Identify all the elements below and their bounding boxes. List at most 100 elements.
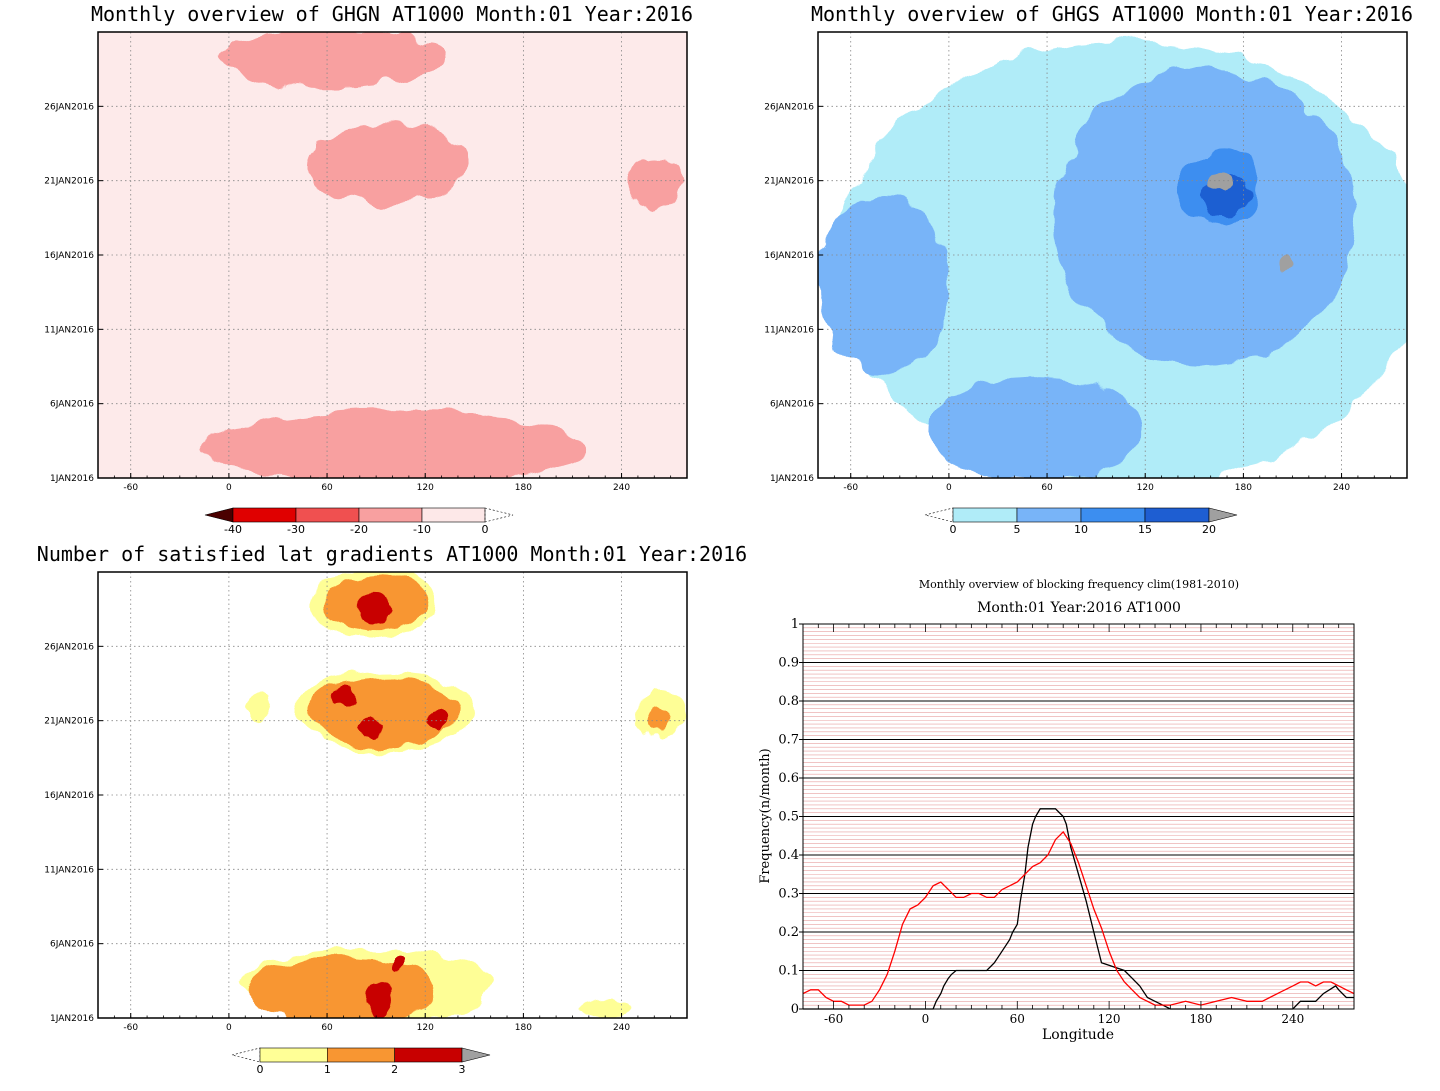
lat-gradients-colorbar-box-2 — [394, 1047, 463, 1063]
ghgs-xtick-label-4: 180 — [1235, 483, 1252, 493]
blocking-xtick-label-2: 60 — [1010, 1012, 1025, 1026]
ghgn-colorbar-low-triangle — [204, 507, 234, 523]
ghgs-xtick-label-1: 0 — [946, 483, 952, 493]
lat-gradients-ytick-label-4: 21JAN2016 — [44, 717, 94, 727]
lat-gradients-colorbar: 0 1 2 3 — [231, 1047, 491, 1076]
lat-gradients-contour-level-3-2 — [355, 592, 392, 623]
ghgs-ytick-label-5: 26JAN2016 — [764, 102, 814, 112]
blocking-ytick-label-7: 0.7 — [778, 733, 799, 748]
ghgn-colorbar-high-triangle — [484, 507, 514, 523]
lat-gradients-xtick-label-2: 60 — [321, 1023, 333, 1033]
ghgs-contours — [818, 39, 1407, 478]
ghgn-colorbar-box-2 — [358, 507, 423, 523]
ghgn-ytick-label-1: 6JAN2016 — [50, 400, 94, 410]
ghgn-xtick-label-0: -60 — [123, 483, 138, 493]
lat-gradients-contour-level-2-12 — [247, 956, 436, 1018]
ghgn-ytick-label-5: 26JAN2016 — [44, 102, 94, 112]
ghgn-xtick-label-1: 0 — [226, 483, 232, 493]
blocking-xtick-label-5: 240 — [1281, 1012, 1304, 1026]
blocking-ytick-label-5: 0.5 — [778, 810, 799, 825]
lat-gradients-ytick-label-2: 11JAN2016 — [44, 865, 94, 875]
lat-gradients-contour-level-3-13 — [366, 981, 393, 1018]
lat-gradients-ytick-label-3: 16JAN2016 — [44, 791, 94, 801]
ghgn-colorbar-box-0 — [232, 507, 297, 523]
ghgn-colorbar-label-1: -30 — [287, 523, 305, 536]
ghgn-colorbar-label-4: 0 — [482, 523, 489, 536]
ghgs-xtick-label-5: 240 — [1333, 483, 1350, 493]
ghgn-ytick-label-2: 11JAN2016 — [44, 325, 94, 335]
lat-gradients-contour-level-1-8 — [248, 690, 270, 721]
lat-gradients-xtick-label-0: -60 — [123, 1023, 138, 1033]
ghgn-colorbar-label-3: -10 — [413, 523, 431, 536]
ghgs-contour-level-5-2 — [928, 377, 1142, 478]
ghgn-contour-level-neg10-2 — [304, 123, 466, 205]
ghgn-contour-level-neg10-1 — [217, 32, 442, 88]
lat-gradients-panel: Number of satisfied lat gradients AT1000… — [37, 542, 747, 1076]
ghgn-colorbar-label-0: -40 — [224, 523, 242, 536]
ghgn-ytick-label-0: 1JAN2016 — [50, 474, 94, 484]
ghgs-ytick-label-2: 11JAN2016 — [764, 325, 814, 335]
lat-gradients-xtick-label-5: 240 — [613, 1023, 630, 1033]
ghgs-xtick-label-3: 120 — [1137, 483, 1154, 493]
lat-gradients-contours — [242, 572, 687, 1018]
lat-gradients-axes: -60 0 60 120 180 240 1JAN2016 6JAN2016 11JAN2016… — [44, 642, 688, 1033]
lat-gradients-title: Number of satisfied lat gradients AT1000… — [37, 542, 747, 566]
ghgs-colorbar-box-0 — [952, 507, 1018, 523]
blocking-ylabel: Frequency(n/month) — [758, 748, 773, 883]
blocking-series-line-red — [802, 830, 1355, 1006]
lat-gradients-colorbar-label-0: 0 — [257, 1063, 264, 1076]
ghgn-colorbar: -40 -30 -20 -10 0 — [204, 507, 514, 536]
ghgs-colorbar: 0 5 10 15 20 — [924, 507, 1238, 536]
blocking-xtick-label-1: 0 — [922, 1012, 930, 1026]
lat-gradients-contour-level-3-6 — [360, 717, 382, 739]
lat-gradients-xtick-label-3: 120 — [417, 1023, 434, 1033]
blocking-ytick-label-0: 0 — [791, 1002, 799, 1017]
lat-gradients-ytick-label-5: 26JAN2016 — [44, 642, 94, 652]
ghgn-colorbar-box-3 — [421, 507, 486, 523]
blocking-ytick-label-6: 0.6 — [778, 771, 799, 786]
lat-gradients-colorbar-label-3: 3 — [459, 1063, 466, 1076]
blocking-ytick-label-1: 0.1 — [778, 964, 799, 979]
ghgn-ytick-label-4: 21JAN2016 — [44, 177, 94, 187]
ghgs-colorbar-box-1 — [1016, 507, 1082, 523]
ghgs-axes: -60 0 60 120 180 240 1JAN2016 6JAN2016 11JAN2016… — [764, 102, 1408, 493]
lat-gradients-colorbar-label-1: 1 — [324, 1063, 331, 1076]
ghgs-ytick-label-3: 16JAN2016 — [764, 251, 814, 261]
ghgs-colorbar-low-triangle — [924, 507, 954, 523]
blocking-title: Monthly overview of blocking frequency c… — [919, 578, 1239, 591]
lat-gradients-colorbar-label-2: 2 — [391, 1063, 398, 1076]
ghgn-xtick-label-2: 60 — [321, 483, 333, 493]
ghgs-title: Monthly overview of GHGS AT1000 Month:01… — [811, 2, 1413, 26]
ghgn-contour-level-neg10-4 — [626, 156, 684, 209]
blocking-xtick-label-4: 180 — [1189, 1012, 1212, 1026]
blocking-axes: 0 0.1 0.2 0.3 0.4 0.5 0.6 0.7 0.8 0.9 1 -60 0 60 120 18… — [778, 617, 1355, 1026]
ghgs-colorbar-box-2 — [1080, 507, 1146, 523]
lat-gradients-colorbar-box-0 — [259, 1047, 328, 1063]
lat-gradients-colorbar-box-1 — [327, 1047, 395, 1063]
ghgs-colorbar-label-4: 20 — [1202, 523, 1216, 536]
ghgn-panel: Monthly overview of GHGN AT1000 Month:01… — [44, 2, 693, 536]
ghgn-axes: -60 0 60 120 180 240 1JAN2016 6JAN2016 11JAN2016… — [44, 102, 688, 493]
ghgs-contour-level-20-6 — [1208, 171, 1234, 192]
lat-gradients-contour-level-2-10 — [646, 709, 672, 732]
ghgn-contours — [98, 32, 687, 478]
blocking-ytick-label-8: 0.8 — [778, 694, 799, 709]
ghgn-contour-level-neg10-3 — [199, 411, 588, 478]
lat-gradients-contour-level-1-15 — [580, 1000, 630, 1018]
ghgs-ytick-label-4: 21JAN2016 — [764, 177, 814, 187]
ghgs-contour-level-20-7 — [1276, 254, 1293, 270]
ghgs-colorbar-high-triangle — [1208, 507, 1238, 523]
blocking-ytick-label-10: 1 — [791, 617, 799, 632]
blocking-ytick-label-3: 0.3 — [778, 887, 799, 902]
ghgs-ytick-label-0: 1JAN2016 — [770, 474, 814, 484]
blocking-frequency-panel: Monthly overview of blocking frequency c… — [758, 578, 1355, 1043]
lat-gradients-colorbar-low-triangle — [231, 1047, 261, 1063]
ghgs-ytick-label-1: 6JAN2016 — [770, 400, 814, 410]
ghgs-contour-level-5-3 — [818, 195, 949, 374]
lat-gradients-colorbar-high-triangle — [461, 1047, 491, 1063]
blocking-xtick-label-0: -60 — [824, 1012, 843, 1026]
lat-gradients-ytick-label-1: 6JAN2016 — [50, 940, 94, 950]
ghgs-colorbar-label-0: 0 — [950, 523, 957, 536]
ghgs-colorbar-box-3 — [1144, 507, 1210, 523]
